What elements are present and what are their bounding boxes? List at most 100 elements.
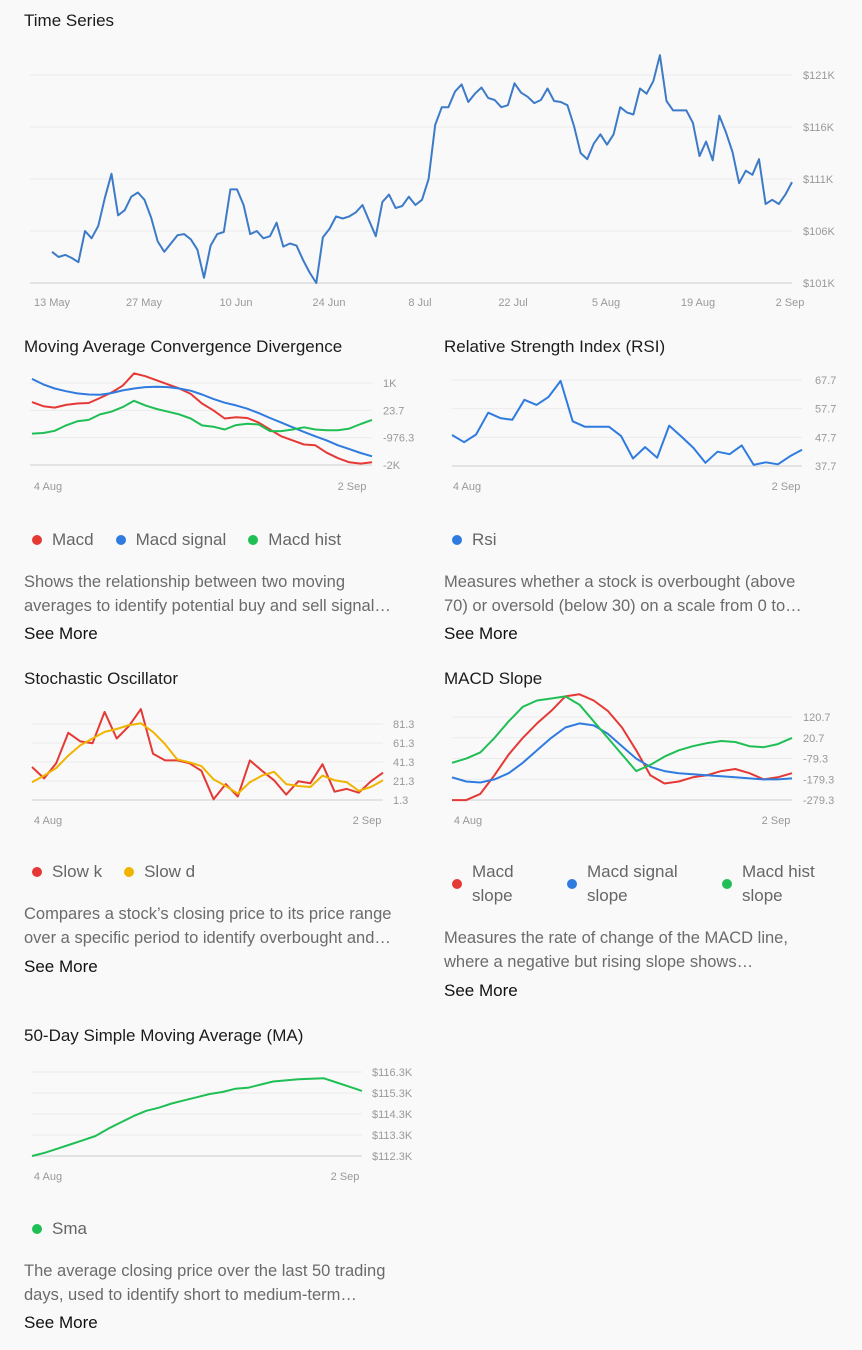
series-line-macd-hist-slope[interactable]	[451, 695, 793, 773]
rsi-title: Relative Strength Index (RSI)	[444, 337, 666, 356]
legend-item[interactable]: Slow d	[124, 862, 195, 882]
stochastic-see-more-link[interactable]: See More	[24, 957, 98, 976]
legend-item[interactable]: Slow k	[32, 862, 102, 882]
macd-desc-line-2: averages to identify potential buy and s…	[24, 597, 391, 615]
y-tick-label: $121K	[803, 70, 835, 82]
time-series-chart[interactable]: $101K $106K $111K $116K $121K 13 May 27 May 10 …	[0, 0, 862, 320]
rsi-desc-line-1: Measures whether a stock is overbought (…	[444, 573, 796, 591]
legend-label: Macd hist slope	[742, 862, 815, 905]
series-line-rsi[interactable]	[451, 379, 803, 466]
sma-desc-line-2: days, used to identify short to medium-t…	[24, 1286, 357, 1304]
legend-item[interactable]: Macd slope	[452, 860, 567, 908]
macd-slope-chart[interactable]: -279.3 -179.3 -79.3 20.7 120.7 4 Aug 2 Sep	[0, 0, 862, 840]
series-line-slow-k[interactable]	[31, 708, 384, 801]
y-tick-label: -976.3	[383, 433, 414, 445]
y-tick-label: 41.3	[393, 757, 414, 769]
y-tick-label: 20.7	[803, 733, 824, 745]
series-line-macd[interactable]	[31, 372, 373, 465]
x-tick-label: 4 Aug	[453, 481, 481, 493]
legend-label: Slow d	[144, 862, 196, 881]
legend-label: Sma	[52, 1219, 87, 1238]
y-tick-label: 67.7	[815, 375, 836, 387]
y-tick-label: $116K	[803, 122, 835, 134]
x-tick-label: 8 Jul	[408, 297, 431, 309]
legend-item[interactable]: Macd	[32, 530, 94, 550]
y-tick-label: 1K	[383, 378, 397, 390]
sma-legend: Sma	[32, 1219, 109, 1239]
macd-legend: Macd Macd signal Macd hist	[32, 530, 363, 550]
y-tick-label: -179.3	[803, 774, 834, 786]
legend-dot-icon	[452, 879, 462, 889]
macd-desc-line-1: Shows the relationship between two movin…	[24, 573, 346, 591]
legend-label: Macd signal slope	[587, 862, 678, 905]
stochastic-desc-line-2: over a specific period to identify overb…	[24, 929, 391, 947]
legend-item[interactable]: Sma	[32, 1219, 87, 1239]
rsi-chart[interactable]: 37.7 47.7 57.7 67.7 4 Aug 2 Sep	[0, 0, 862, 500]
series-line-sma[interactable]	[31, 1077, 363, 1157]
stochastic-chart[interactable]: 1.3 21.3 41.3 61.3 81.3 4 Aug 2 Sep	[0, 0, 862, 840]
legend-item[interactable]: Rsi	[452, 530, 497, 550]
legend-item[interactable]: Macd signal	[115, 530, 227, 550]
y-tick-label: 81.3	[393, 719, 414, 731]
sma-chart[interactable]: $112.3K $113.3K $114.3K $115.3K $116.3K 4 Aug…	[0, 0, 862, 1200]
x-tick-label: 19 Aug	[681, 297, 715, 309]
macd-chart[interactable]: -2K -976.3 23.7 1K 4 Aug 2 Sep	[0, 0, 862, 500]
rsi-see-more-link[interactable]: See More	[444, 624, 518, 643]
y-tick-label: $114.3K	[372, 1109, 413, 1121]
sma-description: The average closing price over the last …	[24, 1259, 424, 1307]
y-tick-label: $112.3K	[372, 1151, 413, 1163]
legend-item[interactable]: Macd hist slope	[722, 860, 862, 908]
sma-see-more-link[interactable]: See More	[24, 1313, 98, 1332]
macd-see-more-link[interactable]: See More	[24, 624, 98, 643]
rsi-desc-line-2: 70) or oversold (below 30) on a scale fr…	[444, 597, 802, 615]
x-tick-label: 2 Sep	[772, 481, 801, 493]
legend-item[interactable]: Macd signal slope	[567, 860, 722, 908]
y-tick-label: $113.3K	[372, 1130, 413, 1142]
legend-dot-icon	[115, 535, 126, 545]
stochastic-desc-line-1: Compares a stock’s closing price to its …	[24, 905, 392, 923]
x-tick-label: 10 Jun	[219, 297, 252, 309]
stochastic-description: Compares a stock’s closing price to its …	[24, 902, 444, 950]
legend-label: Macd hist	[268, 530, 342, 549]
series-line-slow-d[interactable]	[31, 722, 384, 795]
legend-dot-icon	[32, 867, 42, 877]
series-line-macd-hist[interactable]	[31, 399, 373, 435]
legend-label: Macd	[52, 530, 94, 549]
x-tick-label: 24 Jun	[312, 297, 345, 309]
macd-slope-description: Measures the rate of change of the MACD …	[444, 926, 844, 974]
series-line-macd-slope[interactable]	[452, 693, 793, 802]
y-tick-label: $111K	[803, 174, 834, 186]
x-tick-label: 4 Aug	[454, 815, 482, 827]
series-line-macd-signal[interactable]	[31, 378, 373, 458]
macd-slope-desc-line-1: Measures the rate of change of the MACD …	[444, 929, 788, 947]
x-tick-label: 22 Jul	[498, 297, 527, 309]
legend-dot-icon	[124, 867, 135, 877]
y-tick-label: -79.3	[803, 754, 828, 766]
macd-slope-see-more-link[interactable]: See More	[444, 981, 518, 1000]
time-series-title: Time Series	[24, 11, 115, 30]
legend-dot-icon	[722, 879, 732, 889]
series-line-macd-signal-slope[interactable]	[451, 722, 793, 784]
x-tick-label: 13 May	[34, 297, 71, 309]
x-tick-label: 2 Sep	[338, 481, 367, 493]
y-tick-label: -2K	[383, 460, 401, 472]
macd-slope-title: MACD Slope	[444, 669, 543, 688]
stochastic-legend: Slow k Slow d	[32, 862, 217, 882]
series-line-price[interactable]	[51, 54, 793, 284]
macd-slope-desc-line-2: where a negative but rising slope shows…	[444, 953, 754, 971]
legend-dot-icon	[32, 1224, 42, 1234]
legend-label: Macd signal	[135, 530, 227, 549]
legend-label: Rsi	[472, 530, 497, 549]
legend-item[interactable]: Macd hist	[248, 530, 341, 550]
x-tick-label: 4 Aug	[34, 1171, 62, 1183]
y-tick-label: $106K	[803, 226, 835, 238]
rsi-legend: Rsi	[452, 530, 519, 550]
y-tick-label: 57.7	[815, 404, 836, 416]
x-tick-label: 2 Sep	[762, 815, 791, 827]
y-tick-label: $115.3K	[372, 1088, 413, 1100]
x-tick-label: 2 Sep	[776, 297, 805, 309]
y-tick-label: 120.7	[803, 712, 831, 724]
macd-description: Shows the relationship between two movin…	[24, 570, 424, 618]
x-tick-label: 4 Aug	[34, 815, 62, 827]
y-tick-label: -279.3	[803, 795, 834, 807]
